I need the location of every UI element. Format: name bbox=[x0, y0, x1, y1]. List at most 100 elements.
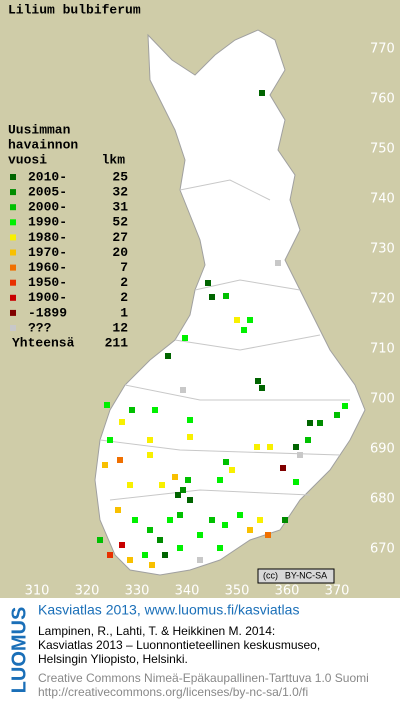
observation-square bbox=[147, 527, 153, 533]
observation-square bbox=[217, 477, 223, 483]
observation-square bbox=[280, 465, 286, 471]
grid-y-label: 770 bbox=[370, 42, 395, 57]
legend-swatch bbox=[10, 234, 16, 241]
legend-label: 2005- bbox=[28, 185, 67, 200]
observation-square bbox=[267, 444, 273, 450]
citation-line: Kasviatlas 2013 – Luonnontieteellinen ke… bbox=[38, 638, 320, 652]
observation-square bbox=[97, 537, 103, 543]
legend-swatch bbox=[10, 189, 16, 196]
legend-swatch bbox=[10, 174, 16, 180]
license-badge-text: BY-NC-SA bbox=[285, 570, 327, 580]
legend-count-heading: lkm bbox=[102, 152, 126, 167]
observation-square bbox=[247, 527, 253, 533]
observation-square bbox=[217, 545, 223, 551]
legend-heading: Uusimman bbox=[8, 122, 71, 137]
legend-label: ??? bbox=[28, 320, 52, 335]
grid-x-label: 340 bbox=[175, 584, 200, 599]
observation-square bbox=[177, 545, 183, 551]
footer-link: Kasviatlas 2013, www.luomus.fi/kasviatla… bbox=[38, 602, 299, 618]
legend-swatch bbox=[10, 325, 16, 331]
grid-x-label: 310 bbox=[25, 584, 50, 599]
grid-y-label: 750 bbox=[370, 142, 395, 157]
brand: LUOMUS bbox=[8, 607, 30, 694]
observation-square bbox=[255, 378, 261, 384]
footer-background bbox=[0, 598, 400, 702]
legend-swatch bbox=[10, 294, 16, 301]
observation-square bbox=[197, 557, 203, 563]
observation-square bbox=[107, 437, 113, 443]
grid-y-label: 680 bbox=[370, 492, 395, 507]
observation-square bbox=[119, 542, 125, 548]
legend-count: 32 bbox=[112, 185, 128, 200]
observation-square bbox=[132, 517, 138, 523]
observation-square bbox=[237, 512, 243, 518]
observation-square bbox=[187, 417, 193, 423]
grid-x-label: 350 bbox=[225, 584, 250, 599]
grid-x-label: 320 bbox=[75, 584, 100, 599]
observation-square bbox=[222, 522, 228, 528]
grid-y-label: 700 bbox=[370, 392, 395, 407]
observation-square bbox=[305, 437, 311, 443]
observation-square bbox=[187, 434, 193, 440]
cc-mark: (cc) bbox=[263, 570, 278, 580]
observation-square bbox=[119, 419, 125, 425]
observation-square bbox=[205, 280, 211, 286]
observation-square bbox=[180, 387, 186, 393]
observation-square bbox=[197, 532, 203, 538]
legend-swatch bbox=[10, 219, 16, 226]
observation-square bbox=[149, 562, 155, 568]
legend-count: 25 bbox=[112, 169, 128, 184]
observation-square bbox=[117, 457, 123, 463]
legend-heading: havainnon bbox=[8, 137, 78, 152]
observation-square bbox=[282, 517, 288, 523]
grid-x-label: 330 bbox=[125, 584, 150, 599]
citation-line: Lampinen, R., Lahti, T. & Heikkinen M. 2… bbox=[38, 624, 275, 638]
observation-square bbox=[334, 412, 340, 418]
observation-square bbox=[127, 557, 133, 563]
observation-square bbox=[247, 317, 253, 323]
grid-y-label: 690 bbox=[370, 442, 395, 457]
grid-y-label: 760 bbox=[370, 92, 395, 107]
observation-square bbox=[167, 517, 173, 523]
legend-count: 52 bbox=[112, 215, 128, 230]
observation-square bbox=[209, 294, 215, 300]
observation-square bbox=[275, 260, 281, 266]
legend-count: 1 bbox=[120, 305, 128, 320]
observation-square bbox=[147, 452, 153, 458]
observation-square bbox=[185, 477, 191, 483]
observation-square bbox=[257, 517, 263, 523]
grid-y-label: 710 bbox=[370, 342, 395, 357]
observation-square bbox=[259, 385, 265, 391]
grid-y-label: 730 bbox=[370, 242, 395, 257]
observation-square bbox=[129, 407, 135, 413]
grid-y-label: 740 bbox=[370, 192, 395, 207]
legend-swatch bbox=[10, 204, 16, 211]
observation-square bbox=[162, 552, 168, 558]
observation-square bbox=[152, 407, 158, 413]
legend-label: 2000- bbox=[28, 200, 67, 215]
observation-square bbox=[157, 537, 163, 543]
legend-swatch bbox=[10, 309, 16, 316]
observation-square bbox=[180, 487, 186, 493]
observation-square bbox=[229, 467, 235, 473]
grid-labels: 310 320 330 340 350 360 370 670 680 690 700 710 720 7… bbox=[25, 42, 395, 599]
legend-label: 1900- bbox=[28, 290, 67, 305]
observation-square bbox=[223, 293, 229, 299]
species-title: Lilium bulbiferum bbox=[8, 2, 141, 17]
observation-square bbox=[175, 492, 181, 498]
grid-x-label: 360 bbox=[275, 584, 300, 599]
observation-square bbox=[172, 474, 178, 480]
legend-label: 1970- bbox=[28, 245, 67, 260]
legend-label: 1980- bbox=[28, 230, 67, 245]
legend-heading: vuosi bbox=[8, 152, 47, 167]
legend-swatch bbox=[10, 279, 16, 286]
license-line: http://creativecommons.org/licenses/by-n… bbox=[38, 685, 308, 699]
observation-square bbox=[254, 444, 260, 450]
observation-square bbox=[307, 420, 313, 426]
legend-count: 2 bbox=[120, 275, 128, 290]
observation-square bbox=[293, 479, 299, 485]
grid-y-label: 670 bbox=[370, 542, 395, 557]
observation-square bbox=[293, 444, 299, 450]
legend-count: 12 bbox=[112, 320, 128, 335]
